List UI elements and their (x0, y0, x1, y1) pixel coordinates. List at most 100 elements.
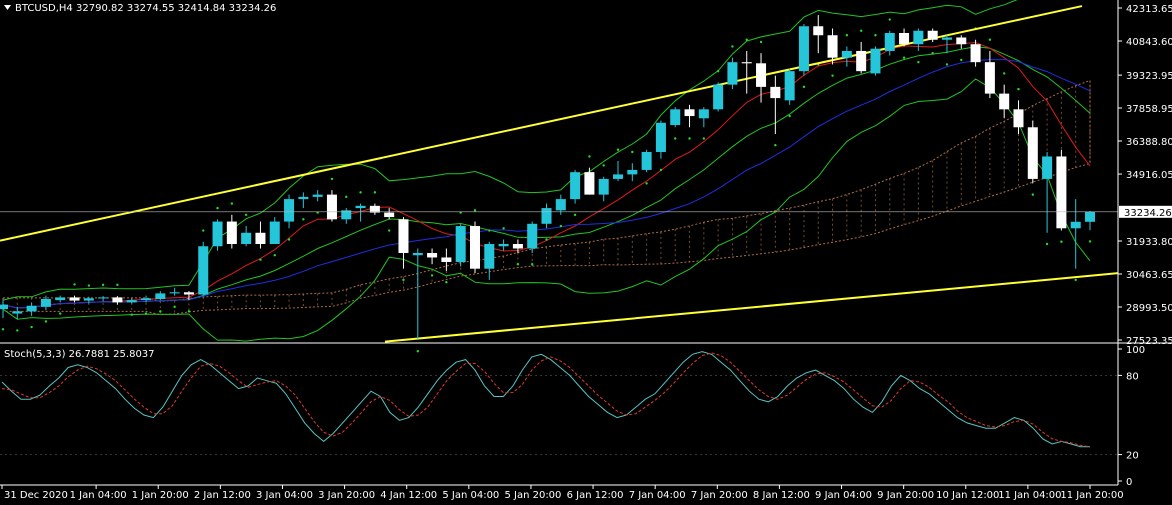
candle-body (241, 232, 252, 245)
bollinger-lower (2, 78, 1091, 342)
stochastic-pane[interactable] (0, 351, 1118, 455)
candle-body (770, 86, 781, 99)
collapse-arrow-icon[interactable] (4, 5, 11, 10)
stochastic-axis: 100 80 20 0 (1118, 345, 1145, 488)
time-tick-label: 3 Jan 20:00 (318, 490, 375, 501)
psar-dot (1017, 87, 1020, 91)
psar-dot (602, 164, 605, 167)
price-tick-label: 34916.05 (1126, 170, 1172, 181)
time-tick-label: 7 Jan 04:00 (629, 490, 686, 501)
stoch-signal-line (1, 352, 1091, 448)
psar-dot (273, 254, 276, 257)
candle-body (1070, 221, 1081, 229)
psar-dot (116, 283, 119, 287)
candle-body (641, 151, 652, 170)
psar-dot (588, 155, 591, 158)
candle-body (298, 196, 309, 200)
psar-dot (202, 229, 205, 232)
psar-dot (631, 150, 634, 154)
psar-dot (902, 56, 906, 59)
time-tick-label: 5 Jan 20:00 (504, 490, 561, 501)
time-tick-label: 11 Jan 04:00 (998, 490, 1061, 501)
candle-body (1013, 109, 1024, 128)
candle-body (26, 305, 37, 312)
candle-body (98, 297, 109, 299)
psar-dot (244, 213, 248, 217)
candle-body (455, 226, 466, 262)
psar-dot (788, 114, 791, 118)
stoch-tick-label: 80 (1126, 371, 1139, 382)
psar-dot (688, 137, 691, 140)
candle-body (598, 178, 609, 195)
candle-body (913, 30, 924, 45)
psar-dot (144, 312, 148, 315)
psar-dot (960, 58, 963, 62)
candle-body (984, 62, 995, 94)
psar-dot (502, 227, 505, 230)
psar-dot (759, 40, 763, 44)
candle-body (941, 37, 952, 40)
candle-body (469, 226, 480, 269)
candle-body (40, 298, 51, 307)
candle-body (613, 174, 624, 179)
stoch-tick-label: 100 (1126, 345, 1145, 356)
time-axis: 31 Dec 2020 1 Jan 04:00 1 Jan 20:00 2 Jan 1… (1, 485, 1124, 501)
psar-dot (430, 274, 434, 277)
psar-dot (87, 284, 91, 287)
time-tick-label: 11 Jan 20:00 (1060, 490, 1123, 501)
psar-dot (802, 85, 806, 89)
candle-body (112, 297, 123, 303)
price-tick-label: 27523.35 (1126, 336, 1172, 347)
candle-body (126, 300, 137, 303)
psar-dot (674, 137, 677, 140)
stoch-main-line (1, 351, 1090, 448)
candle-body (727, 62, 738, 85)
time-tick-label: 3 Jan 04:00 (256, 490, 313, 501)
psar-dot (645, 182, 648, 185)
psar-dot (616, 148, 620, 151)
psar-dot (402, 278, 405, 282)
psar-dot (445, 280, 448, 284)
bollinger-upper (2, 0, 1018, 301)
candle-body (55, 297, 66, 301)
price-tick-label: 37858.95 (1126, 104, 1172, 115)
moving-average-slow (2, 59, 1091, 309)
candle-body (527, 223, 538, 249)
psar-dot (530, 263, 534, 266)
candle-body (813, 26, 824, 36)
candle-body (484, 244, 495, 269)
price-pane[interactable] (0, 0, 1119, 353)
psar-dot (159, 310, 162, 313)
time-tick-label: 10 Jan 12:00 (936, 490, 999, 501)
candle-body (756, 63, 767, 87)
psar-dot (845, 34, 849, 37)
psar-dot (416, 350, 419, 353)
psar-dot (259, 258, 262, 261)
candle-body (555, 199, 566, 211)
psar-dot (545, 238, 548, 241)
candle-body (269, 221, 280, 245)
candle-body (169, 292, 180, 294)
time-tick-label: 31 Dec 2020 (4, 490, 68, 501)
time-tick-label: 9 Jan 20:00 (877, 490, 934, 501)
psar-dot (716, 69, 720, 73)
candle-body (341, 210, 352, 220)
candle-body (312, 194, 323, 197)
candle-body (927, 30, 938, 40)
psar-dot (1031, 193, 1034, 196)
candle-body (355, 205, 366, 209)
time-tick-label: 7 Jan 20:00 (691, 490, 748, 501)
price-tick-label: 42313.65 (1126, 4, 1172, 15)
price-tick-label: 30463.65 (1126, 270, 1172, 281)
candle-body (884, 32, 895, 51)
candle-body (1042, 156, 1053, 179)
psar-dot (302, 218, 305, 221)
price-tick-label: 36388.80 (1126, 137, 1172, 148)
psar-dot (888, 18, 891, 21)
candle-body (713, 84, 724, 110)
candle-body (212, 221, 223, 247)
candle-body (155, 293, 166, 299)
psar-dot (1002, 72, 1006, 75)
